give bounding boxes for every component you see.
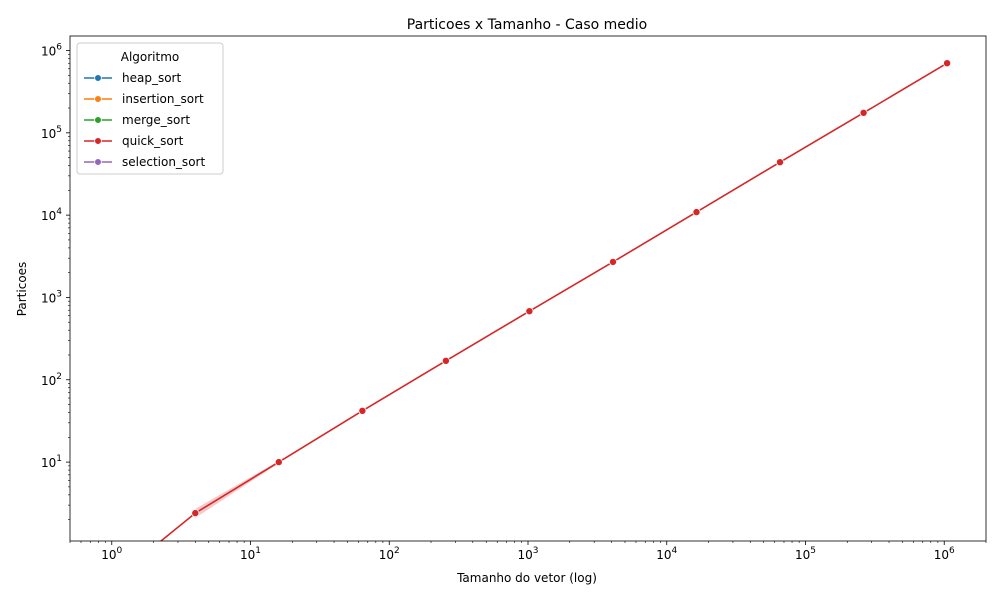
y-tick-label: 104 xyxy=(41,207,62,223)
y-tick-base: 10 xyxy=(41,291,56,305)
data-point xyxy=(776,158,785,167)
data-point xyxy=(609,257,618,266)
x-tick-label: 100 xyxy=(101,546,122,562)
data-point xyxy=(525,307,534,316)
y-tick-label: 105 xyxy=(41,125,62,141)
y-tick-label: 101 xyxy=(41,454,62,470)
x-tick-label: 104 xyxy=(656,546,677,562)
legend-entry-label: quick_sort xyxy=(122,134,184,148)
y-tick-label: 102 xyxy=(41,372,62,388)
legend-swatch-marker xyxy=(94,95,102,103)
x-tick-base: 10 xyxy=(101,548,116,562)
y-tick-base: 10 xyxy=(41,44,56,58)
legend-swatch-marker xyxy=(94,158,102,166)
x-tick-exponent: 1 xyxy=(255,546,261,556)
x-tick-label: 103 xyxy=(517,546,538,562)
y-tick-base: 10 xyxy=(41,209,56,223)
x-tick-base: 10 xyxy=(517,548,532,562)
data-point xyxy=(943,59,952,68)
data-point xyxy=(274,458,283,467)
legend-entry-label: heap_sort xyxy=(122,71,181,85)
legend-swatch-marker xyxy=(94,74,102,82)
y-tick-exponent: 1 xyxy=(56,454,62,464)
x-tick-base: 10 xyxy=(240,548,255,562)
chart-title: Particoes x Tamanho - Caso medio xyxy=(407,17,647,33)
x-tick-exponent: 4 xyxy=(672,546,678,556)
y-tick-label: 106 xyxy=(41,42,62,58)
y-axis-label: Particoes xyxy=(15,262,29,317)
x-tick-exponent: 5 xyxy=(810,546,816,556)
y-tick-exponent: 3 xyxy=(56,289,62,299)
y-tick-exponent: 4 xyxy=(56,207,62,217)
x-tick-base: 10 xyxy=(656,548,671,562)
x-tick-exponent: 6 xyxy=(949,546,955,556)
data-point xyxy=(441,356,450,365)
x-tick-label: 102 xyxy=(379,546,400,562)
y-tick-exponent: 2 xyxy=(56,372,62,382)
x-tick-exponent: 2 xyxy=(394,546,400,556)
legend-box xyxy=(76,42,224,175)
x-tick-label: 101 xyxy=(240,546,261,562)
data-point xyxy=(191,509,200,518)
legend-entry-label: insertion_sort xyxy=(122,92,204,106)
y-tick-base: 10 xyxy=(41,374,56,388)
data-point xyxy=(692,208,701,217)
x-axis-label: Tamanho do vetor (log) xyxy=(456,571,597,585)
y-tick-base: 10 xyxy=(41,456,56,470)
x-tick-label: 106 xyxy=(934,546,955,562)
y-tick-exponent: 5 xyxy=(56,125,62,135)
legend-swatch-marker xyxy=(94,116,102,124)
x-tick-base: 10 xyxy=(379,548,394,562)
legend-entry-label: merge_sort xyxy=(122,113,190,127)
x-tick-base: 10 xyxy=(795,548,810,562)
plot-area xyxy=(159,59,952,541)
x-tick-label: 105 xyxy=(795,546,816,562)
series-line-quick_sort xyxy=(159,62,948,541)
legend-swatch-marker xyxy=(94,137,102,145)
legend: Algoritmo heap_sort insertion_sort merge_so… xyxy=(76,42,224,175)
legend-title: Algoritmo xyxy=(121,50,180,64)
x-tick-exponent: 3 xyxy=(533,546,539,556)
y-tick-label: 103 xyxy=(41,289,62,305)
data-point xyxy=(859,108,868,117)
x-tick-exponent: 0 xyxy=(117,546,123,556)
data-point xyxy=(358,406,367,415)
y-tick-exponent: 6 xyxy=(56,42,62,52)
y-tick-base: 10 xyxy=(41,127,56,141)
x-tick-base: 10 xyxy=(934,548,949,562)
legend-entry-label: selection_sort xyxy=(122,155,205,169)
